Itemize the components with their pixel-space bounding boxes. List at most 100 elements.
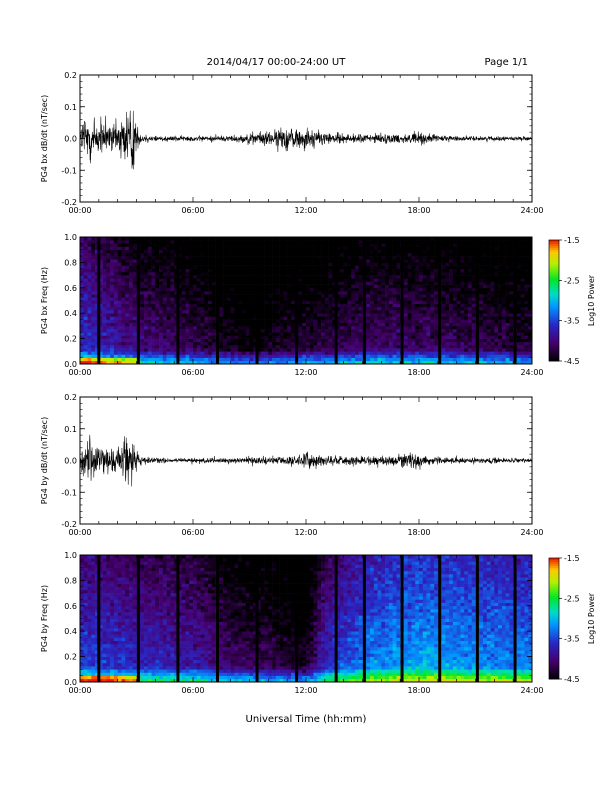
spectrogram-cell xyxy=(245,319,250,324)
spectrogram-cell xyxy=(494,354,499,358)
spectrogram-cell xyxy=(471,357,476,362)
spectrogram-cell xyxy=(80,262,85,266)
spectrogram-cell xyxy=(377,329,382,333)
spectrogram-cell xyxy=(471,256,476,260)
spectrogram-cell xyxy=(219,357,224,362)
spectrogram-cell xyxy=(204,256,209,260)
x-tick-label: 12:00 xyxy=(294,368,317,377)
spectrogram-cell xyxy=(260,275,265,279)
spectrogram-cell xyxy=(336,316,341,320)
spectrogram-cell xyxy=(460,275,465,279)
spectrogram-cell xyxy=(392,268,397,273)
spectrogram-cell xyxy=(434,256,439,260)
spectrogram-cell xyxy=(358,300,363,304)
spectrogram-cell xyxy=(147,240,152,244)
spectrogram-cell xyxy=(110,300,115,304)
spectrogram-cell xyxy=(80,344,85,349)
spectrogram-cell xyxy=(170,338,175,343)
spectrogram-cell xyxy=(445,332,450,336)
spectrogram-cell xyxy=(407,262,412,266)
spectrogram-cell xyxy=(441,357,446,362)
spectrogram-cell xyxy=(140,278,145,282)
spectrogram-cell xyxy=(219,240,224,244)
spectrogram-cell xyxy=(272,348,277,352)
spectrogram-cell xyxy=(162,294,167,298)
spectrogram-cell xyxy=(464,256,469,260)
spectrogram-cell xyxy=(343,271,348,276)
spectrogram-cell xyxy=(483,306,488,311)
spectrogram-cell xyxy=(313,325,318,330)
spectrogram-cell xyxy=(279,329,284,333)
spectrogram-cell xyxy=(151,325,156,330)
spectrogram-cell xyxy=(121,360,126,365)
spectrogram-cell xyxy=(528,332,533,336)
spectrogram-cell xyxy=(309,271,314,276)
spectrogram-cell xyxy=(354,259,360,263)
spectrogram-cell xyxy=(516,237,521,241)
spectrogram-cell xyxy=(336,322,341,327)
spectrogram-cell xyxy=(234,300,239,304)
spectrogram-cell xyxy=(162,332,167,336)
spectrogram-cell xyxy=(381,310,386,314)
spectrogram-cell xyxy=(128,329,134,333)
spectrogram-cell xyxy=(147,357,152,362)
spectrogram-cell xyxy=(268,348,273,352)
spectrogram-cell xyxy=(411,281,416,285)
spectrogram-cell xyxy=(279,348,284,352)
spectrogram-cell xyxy=(464,338,469,343)
spectrogram-cell xyxy=(204,332,209,336)
spectrogram-cell xyxy=(336,294,341,298)
spectrogram-cell xyxy=(200,275,205,279)
spectrogram-cell xyxy=(287,256,292,260)
spectrogram-cell xyxy=(257,281,262,285)
spectrogram-cell xyxy=(498,290,503,295)
spectrogram-cell xyxy=(125,322,130,327)
spectrogram-cell xyxy=(471,249,476,254)
spectrogram-cell xyxy=(309,300,314,304)
spectrogram-cell xyxy=(204,240,209,244)
spectrogram-cell xyxy=(313,278,318,282)
spectrogram-cell xyxy=(102,256,107,260)
spectrogram-cell xyxy=(245,335,250,339)
spectrogram-cell xyxy=(332,319,337,324)
spectrogram-cell xyxy=(95,297,100,301)
spectrogram-cell xyxy=(343,348,348,352)
spectrogram-cell xyxy=(125,290,130,295)
spectrogram-cell xyxy=(426,348,431,352)
spectrogram-cell xyxy=(166,300,171,304)
spectrogram-cell xyxy=(317,322,322,327)
spectrogram-cell xyxy=(411,322,416,327)
spectrogram-cell xyxy=(249,243,254,247)
spectrogram-cell xyxy=(354,338,360,343)
spectrogram-cell xyxy=(456,335,461,339)
spectrogram-cell xyxy=(128,246,134,250)
spectrogram-cell xyxy=(226,310,231,314)
spectrogram-cell xyxy=(370,338,375,343)
spectrogram-cell xyxy=(456,252,461,257)
spectrogram-cell xyxy=(166,338,171,343)
spectrogram-cell xyxy=(170,354,175,358)
spectrogram-cell xyxy=(132,316,137,320)
spectrogram-cell xyxy=(524,306,529,311)
spectrogram-cell xyxy=(260,252,265,257)
spectrogram-cell xyxy=(95,287,100,292)
spectrogram-cell xyxy=(479,290,484,295)
spectrogram-cell xyxy=(83,290,88,295)
spectrogram-cell xyxy=(117,262,122,266)
spectrogram-cell xyxy=(407,246,412,250)
spectrogram-cell xyxy=(419,290,424,295)
spectrogram-cell xyxy=(505,259,510,263)
spectrogram-cell xyxy=(200,265,205,270)
spectrogram-cell xyxy=(385,290,390,295)
spectrogram-cell xyxy=(388,297,393,301)
spectrogram-cell xyxy=(80,252,85,257)
spectrogram-cell xyxy=(347,351,352,355)
spectrogram-cell xyxy=(264,300,269,304)
spectrogram-cell xyxy=(272,237,277,241)
spectrogram-cell xyxy=(339,246,344,250)
spectrogram-cell xyxy=(486,290,491,295)
spectrogram-cell xyxy=(177,360,182,365)
spectrogram-cell xyxy=(385,297,390,301)
spectrogram-cell xyxy=(223,344,228,349)
